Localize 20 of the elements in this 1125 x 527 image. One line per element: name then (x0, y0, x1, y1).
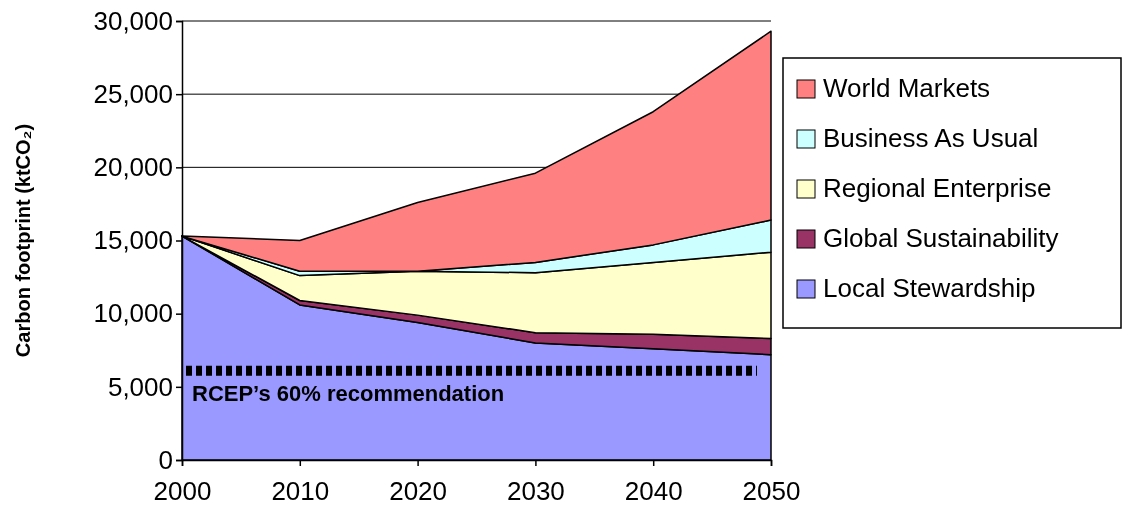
legend-label: Business As Usual (823, 123, 1039, 153)
y-tick-label: 10,000 (93, 298, 173, 329)
y-tick-label: 5,000 (107, 371, 173, 402)
x-tick-label: 2040 (624, 476, 683, 507)
legend-label: Local Stewardship (823, 273, 1036, 303)
y-tick-label: 0 (158, 444, 173, 475)
ref-line-label: RCEP’s 60% recommendation (192, 380, 505, 406)
y-tick-label: 30,000 (93, 5, 173, 36)
x-tick-label: 2050 (742, 476, 801, 507)
y-tick-label: 20,000 (93, 152, 173, 183)
x-tick-label: 2000 (153, 476, 212, 507)
y-tick-label: 15,000 (93, 225, 173, 256)
y-tick-label: 25,000 (93, 78, 173, 109)
x-tick-label: 2030 (506, 476, 565, 507)
x-tick-label: 2020 (389, 476, 448, 507)
y-axis-title: Carbon footprint (ktCO₂) (12, 123, 34, 358)
legend-label: Global Sustainability (823, 223, 1059, 253)
legend-label: Regional Enterprise (823, 173, 1052, 203)
legend-label: World Markets (823, 73, 991, 103)
x-tick-label: 2010 (271, 476, 330, 507)
